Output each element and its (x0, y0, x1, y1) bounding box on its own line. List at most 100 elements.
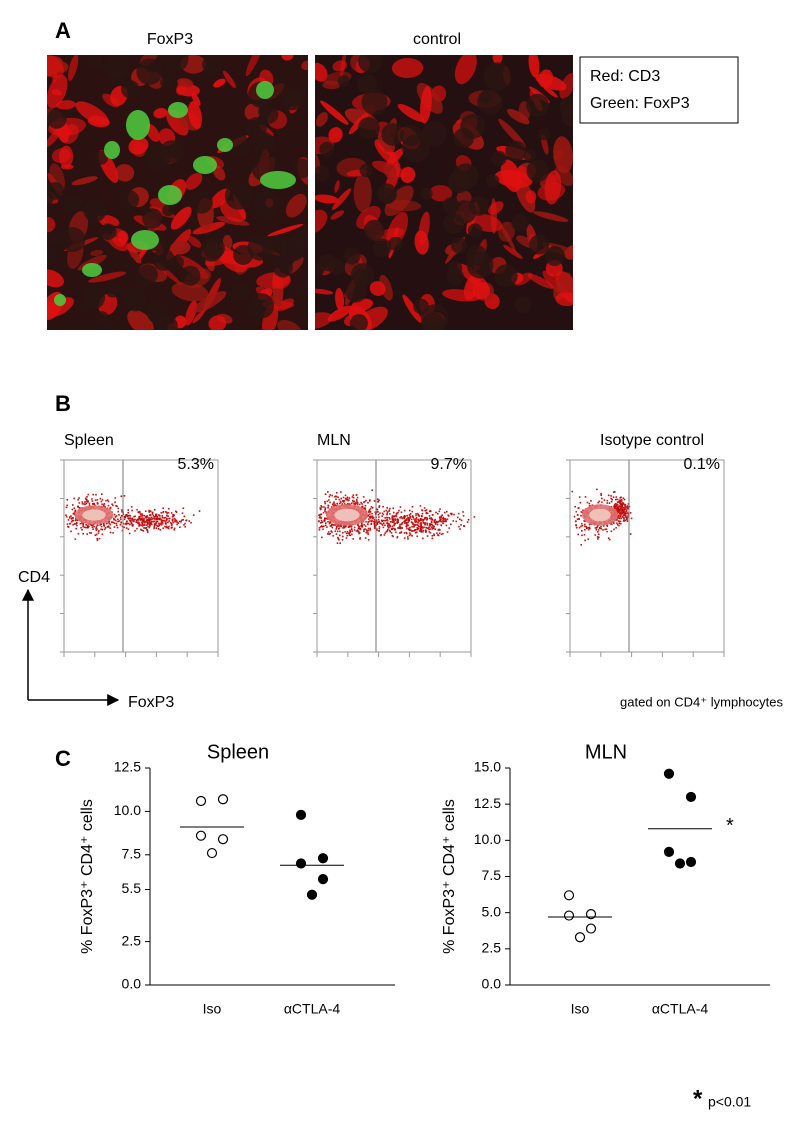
event (165, 520, 167, 522)
event (381, 515, 383, 517)
y-axis-label: % FoxP3⁺ CD4⁺ cells (441, 799, 458, 954)
event (123, 516, 126, 518)
event (606, 525, 609, 527)
event (149, 514, 151, 516)
event (159, 515, 161, 517)
event (97, 532, 100, 534)
event (416, 535, 419, 538)
y-tick-label: 15.0 (474, 759, 501, 775)
event (381, 524, 384, 526)
event (115, 515, 118, 517)
event (71, 504, 74, 506)
foxp3-cell (82, 263, 102, 277)
plot-title: MLN (317, 432, 351, 449)
event (624, 512, 627, 514)
data-point (663, 846, 675, 858)
event (104, 527, 107, 529)
stain (285, 193, 307, 218)
cell (372, 238, 392, 258)
event (402, 516, 405, 519)
event (602, 529, 604, 531)
event (462, 511, 464, 513)
event (392, 518, 395, 521)
event (85, 500, 88, 503)
event (445, 520, 447, 523)
event (349, 529, 351, 532)
event (416, 527, 418, 529)
event (138, 524, 140, 526)
event (441, 520, 443, 523)
event (339, 525, 341, 527)
event (335, 498, 337, 501)
event (137, 518, 139, 521)
cell (443, 212, 465, 234)
event (120, 495, 123, 498)
event (431, 534, 434, 537)
event (369, 500, 371, 502)
x-tick-label: Iso (203, 1001, 222, 1017)
event (389, 521, 392, 523)
event (96, 537, 99, 540)
event (452, 520, 455, 522)
event (431, 519, 434, 521)
event (426, 522, 429, 525)
event (340, 497, 343, 500)
event (409, 526, 411, 529)
event (123, 518, 126, 521)
event (425, 526, 427, 529)
note: gated on CD4⁺ lymphocytes (620, 694, 783, 709)
event (597, 501, 599, 504)
event (392, 515, 394, 517)
event (176, 523, 178, 526)
cell (483, 62, 512, 91)
event (424, 523, 426, 526)
event (105, 499, 107, 502)
stain (327, 305, 353, 322)
event (373, 522, 376, 525)
event (339, 501, 342, 504)
event (422, 518, 425, 521)
y-tick-label: 12.5 (474, 795, 501, 811)
event (113, 526, 116, 528)
event (377, 521, 379, 524)
event (420, 523, 423, 526)
event (588, 523, 591, 526)
event (77, 498, 79, 501)
stain (332, 60, 348, 72)
stain (498, 118, 526, 148)
event (362, 496, 365, 498)
event (432, 514, 434, 516)
event (338, 502, 341, 505)
event (427, 527, 429, 530)
event (339, 500, 342, 503)
cell (162, 204, 175, 217)
event (168, 525, 170, 528)
event (146, 519, 148, 521)
y-tick-label: 10.0 (474, 831, 501, 847)
event (75, 522, 78, 525)
event (424, 509, 427, 512)
event (352, 494, 355, 496)
event (400, 515, 403, 518)
event (161, 516, 164, 519)
event (623, 514, 625, 516)
event (616, 519, 618, 521)
event (129, 517, 132, 520)
event (346, 498, 349, 501)
stain (315, 194, 339, 204)
event (359, 527, 362, 530)
cell (119, 190, 140, 210)
event (121, 509, 123, 511)
data-point (217, 834, 229, 845)
event (430, 518, 433, 521)
event (367, 529, 370, 532)
event (581, 534, 583, 537)
event (433, 520, 436, 523)
event (356, 524, 359, 526)
stain (188, 101, 202, 129)
event (342, 527, 344, 529)
event (381, 512, 384, 515)
event (337, 538, 340, 540)
event (358, 527, 361, 530)
event (376, 508, 379, 511)
